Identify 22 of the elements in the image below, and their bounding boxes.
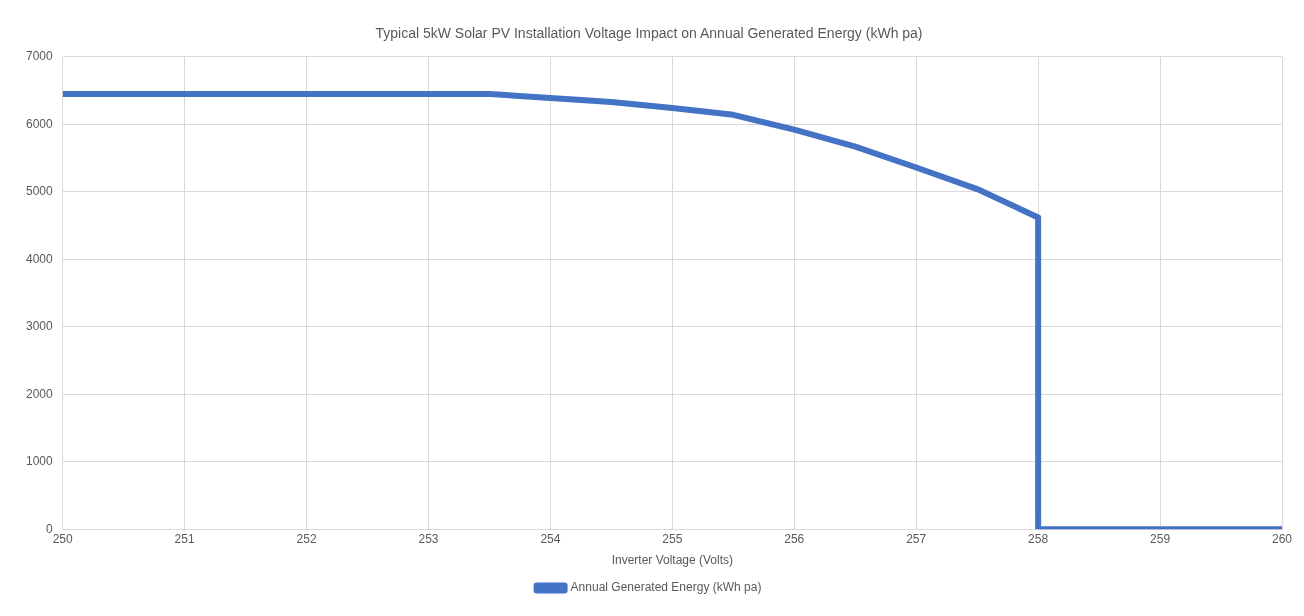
x-tick-label: 256 <box>784 531 805 546</box>
x-tick-label: 254 <box>540 531 561 546</box>
x-axis-title: Inverter Voltage (Volts) <box>611 553 734 568</box>
y-tick-label: 1000 <box>25 454 54 469</box>
x-tick-label: 257 <box>906 531 927 546</box>
y-tick-label: 2000 <box>25 386 54 401</box>
x-tick-label: 259 <box>1150 531 1171 546</box>
y-tick-label: 7000 <box>25 49 54 64</box>
x-tick-label: 252 <box>296 531 317 546</box>
x-tick-label: 260 <box>1271 531 1293 546</box>
y-tick-label: 4000 <box>25 251 54 266</box>
y-tick-label: 6000 <box>25 116 54 131</box>
y-tick-label: 0 <box>46 521 54 536</box>
y-tick-label: 5000 <box>25 184 54 199</box>
chart-title: Typical 5kW Solar PV Installation Voltage Impact on Annual Generated Energy (kWh pa) <box>375 25 923 42</box>
legend-label: Annual Generated Energy (kWh pa) <box>570 580 762 595</box>
x-tick-label: 258 <box>1028 531 1049 546</box>
x-tick-label: 250 <box>52 531 74 546</box>
x-tick-label: 251 <box>174 531 195 546</box>
x-tick-label: 253 <box>418 531 439 546</box>
y-tick-label: 3000 <box>25 319 54 334</box>
x-tick-label: 255 <box>662 531 683 546</box>
